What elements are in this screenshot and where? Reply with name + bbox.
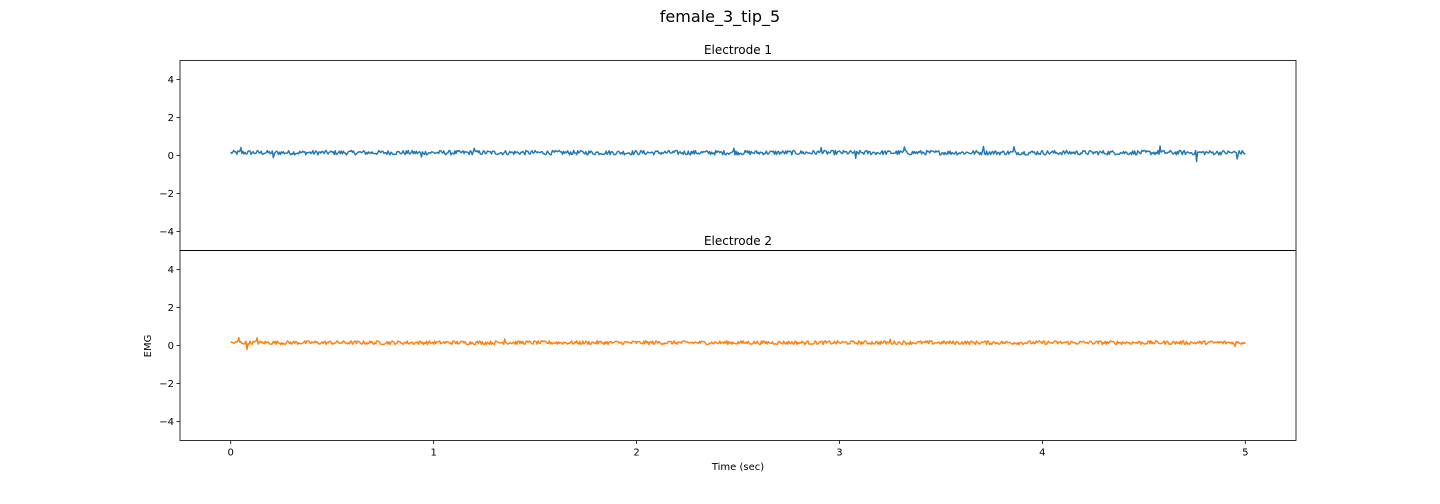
y-tick-label: 4: [168, 265, 174, 276]
subplot-electrode-2: Electrode 2 −4 −2 0 2 4 0 1 2 3 4 5: [159, 234, 1297, 459]
plot-area: [230, 336, 1246, 351]
y-axis-label: EMG: [143, 335, 154, 358]
emg-signal-line: [230, 145, 1246, 163]
x-tick-label: 2: [633, 448, 639, 459]
y-tick-label: −4: [159, 227, 174, 238]
subplot-title: Electrode 2: [704, 234, 772, 248]
y-axis-ticks: −4 −2 0 2 4: [159, 265, 180, 428]
x-tick-label: 1: [430, 448, 436, 459]
figure-title: female_3_tip_5: [660, 7, 780, 27]
y-tick-label: −2: [159, 379, 174, 390]
y-tick-label: 2: [168, 113, 174, 124]
x-axis-label: Time (sec): [711, 462, 764, 473]
y-tick-label: 0: [168, 341, 174, 352]
y-tick-label: 2: [168, 303, 174, 314]
axes-frame: [179, 60, 1297, 251]
y-axis-ticks: −4 −2 0 2 4: [159, 75, 180, 238]
emg-signal-line: [230, 336, 1246, 351]
y-tick-label: 4: [168, 75, 174, 86]
x-axis-ticks: 0 1 2 3 4 5: [228, 440, 1248, 459]
subplot-electrode-1: Electrode 1 −4 −2 0 2 4: [159, 43, 1297, 251]
plot-area: [230, 145, 1246, 163]
subplot-title: Electrode 1: [704, 43, 772, 57]
x-tick-label: 3: [836, 448, 842, 459]
x-tick-label: 0: [228, 448, 234, 459]
y-tick-label: −4: [159, 417, 174, 428]
x-tick-label: 4: [1039, 448, 1045, 459]
x-tick-label: 5: [1242, 448, 1248, 459]
axes-frame: [179, 250, 1297, 441]
y-tick-label: 0: [168, 151, 174, 162]
y-tick-label: −2: [159, 189, 174, 200]
